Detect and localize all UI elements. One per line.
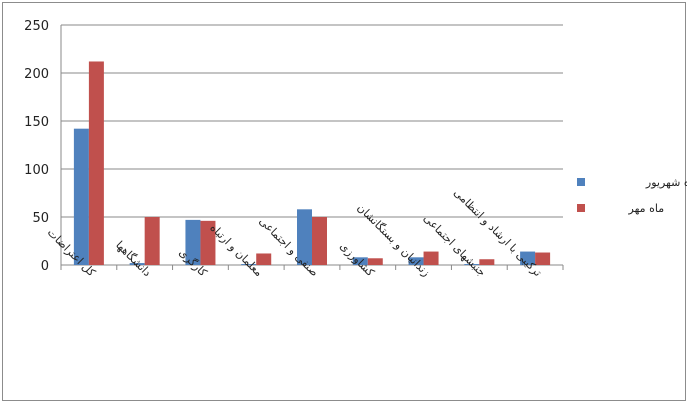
chart-frame: 0 50 100 150 200 250 کل اعتراضات دانشگاهها کارگر…	[2, 2, 687, 401]
bar-series-1	[185, 219, 201, 265]
bar-series-2	[423, 251, 439, 265]
bar-series-1	[408, 257, 424, 265]
bar-series-2	[367, 258, 383, 265]
legend-swatch	[577, 204, 585, 212]
bar-series-1	[129, 263, 145, 265]
bar-series-2	[312, 217, 327, 265]
bar-series-1	[352, 257, 368, 265]
bar-series-2	[256, 253, 272, 265]
bar-series-1	[520, 251, 536, 265]
category-label: معلمان و ارتباه	[207, 221, 265, 279]
bar-series-2	[479, 259, 495, 265]
y-tick-label: 100	[24, 163, 49, 178]
legend-label: ماه مهر	[628, 202, 665, 215]
y-tick-label: 200	[24, 67, 49, 82]
bar-series-2	[144, 217, 160, 265]
y-tick-label: 0	[41, 259, 49, 274]
legend-swatch	[577, 178, 585, 186]
legend-label: ماه شهریور	[645, 176, 687, 189]
bar-series-1	[297, 209, 312, 265]
y-tick-label: 150	[24, 115, 49, 130]
bar-series-2	[535, 252, 551, 265]
bar-series-1	[464, 264, 480, 265]
bar-series-2	[200, 220, 216, 265]
y-tick-label: 250	[24, 19, 49, 34]
bar-series-1	[73, 128, 89, 265]
bar-series-1	[241, 264, 257, 265]
bar-series-2	[88, 61, 104, 266]
y-tick-label: 50	[32, 211, 49, 226]
